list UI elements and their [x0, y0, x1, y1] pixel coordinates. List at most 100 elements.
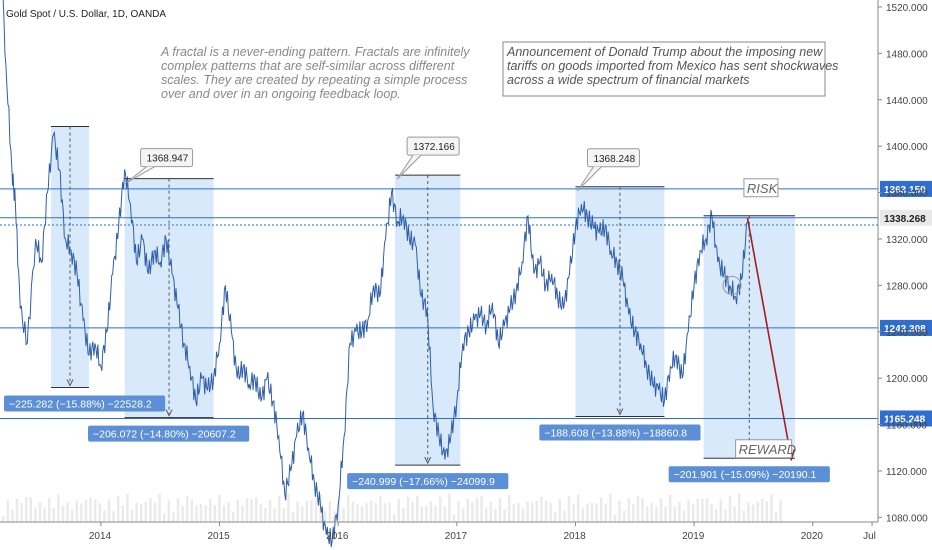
- range-label-text: −188.608 (−13.88%) −18860.8: [544, 427, 687, 439]
- volume-bar: [94, 499, 97, 522]
- level-price-tag: [880, 319, 932, 336]
- volume-bar: [2, 516, 5, 522]
- level-price-tag: [880, 180, 932, 197]
- price-callout-box: [406, 136, 460, 156]
- volume-bar: [457, 500, 460, 522]
- y-tick-label: 1200.000: [886, 374, 928, 385]
- volume-bar: [609, 493, 612, 522]
- volume-bar: [521, 508, 525, 522]
- volume-bar: [563, 510, 566, 522]
- volume-bar: [774, 512, 778, 522]
- volume-bar: [503, 509, 506, 522]
- volume-bar: [705, 498, 709, 522]
- volume-bar: [190, 499, 193, 522]
- volume-bar: [494, 508, 497, 522]
- volume-bar: [618, 500, 621, 522]
- volume-bar: [107, 499, 111, 522]
- fractal-note-line: complex patterns that are self-similar a…: [161, 59, 455, 73]
- volume-bar: [324, 510, 327, 522]
- volume-bar: [696, 498, 699, 522]
- level-price-tag-text: 1243.308: [884, 324, 926, 335]
- volume-bar: [429, 501, 433, 522]
- volume-bar: [544, 500, 548, 522]
- volume-bar: [475, 498, 479, 522]
- range-label-text: −201.901 (−15.09%) −20190.1: [674, 469, 817, 481]
- volume-bar: [393, 514, 396, 522]
- volume-bar: [512, 504, 515, 522]
- volume-bar: [34, 507, 37, 522]
- gold-price-line: [2, 0, 748, 548]
- volume-bar: [549, 502, 552, 522]
- volume-bar: [443, 506, 446, 522]
- tariff-note-box: [502, 41, 826, 97]
- price-callout-pointer: [577, 166, 602, 192]
- volume-bar: [678, 502, 681, 522]
- range-arrowhead: [616, 408, 624, 416]
- volume-bar: [71, 509, 74, 522]
- volume-bar: [43, 507, 46, 522]
- volume-bar: [655, 506, 658, 522]
- range-label-box: [539, 424, 701, 441]
- y-tick-label: 1360.000: [886, 189, 928, 200]
- y-tick-label: 1280.000: [886, 281, 928, 292]
- risk-label-box: [743, 178, 779, 198]
- highlight-circle: [722, 275, 742, 295]
- volume-bar: [554, 511, 557, 522]
- volume-bar: [121, 505, 124, 522]
- volume-bar: [747, 502, 750, 522]
- volume-bar: [301, 505, 304, 522]
- volume-bar: [682, 510, 686, 522]
- volume-bar: [365, 503, 368, 522]
- volume-bar: [738, 493, 741, 522]
- fractal-note-line: A fractal is a never-ending pattern. Fra…: [160, 45, 470, 59]
- y-tick-label: 1320.000: [886, 235, 928, 246]
- volume-bar: [103, 510, 106, 522]
- volume-bar: [673, 506, 676, 522]
- price-callout-text: 1368.248: [593, 154, 635, 165]
- volume-bar: [531, 502, 534, 522]
- volume-bar: [485, 508, 488, 522]
- x-tick-label: 2020: [801, 531, 824, 542]
- volume-bar: [462, 508, 465, 522]
- volume-bar: [687, 500, 690, 522]
- range-arrowhead: [66, 379, 74, 387]
- volume-bar: [75, 500, 78, 522]
- volume-bar: [126, 493, 129, 522]
- y-tick-label: 1240.000: [886, 328, 928, 339]
- volume-bar: [517, 502, 520, 522]
- volume-bar: [733, 506, 736, 522]
- volume-bar: [452, 514, 456, 522]
- volume-bar: [641, 498, 644, 522]
- x-tick-label: 2016: [326, 531, 349, 542]
- volume-bar: [742, 510, 745, 522]
- volume-bar: [664, 506, 667, 522]
- volume-bar: [195, 505, 198, 522]
- volume-bar: [540, 496, 543, 522]
- tariff-note-line: Announcement of Donald Trump about the i…: [506, 45, 823, 59]
- volume-bar: [388, 502, 391, 522]
- volume-bar: [29, 497, 32, 522]
- range-label-box: [347, 473, 509, 490]
- range-label-text: −206.072 (−14.80%) −20607.2: [93, 429, 236, 441]
- volume-bar: [779, 500, 782, 522]
- volume-bar: [586, 503, 589, 522]
- volume-bar: [273, 508, 276, 522]
- volume-bar: [305, 500, 308, 522]
- y-tick-label: 1440.000: [886, 96, 928, 107]
- volume-bar: [701, 498, 704, 522]
- volume-bar: [61, 505, 65, 522]
- volume-bar: [117, 496, 120, 522]
- volume-bar: [397, 499, 400, 522]
- volume-bar: [328, 500, 331, 522]
- volume-bar: [167, 500, 170, 522]
- volume-bar: [710, 503, 713, 522]
- volume-bar: [567, 496, 571, 522]
- volume-bar: [130, 509, 134, 522]
- range-arrowhead: [424, 456, 432, 465]
- volume-bar: [158, 493, 161, 522]
- volume-bar: [218, 494, 221, 522]
- range-label-text: −225.282 (−15.88%) −22528.2: [9, 398, 152, 410]
- x-tick-label: 2018: [563, 531, 586, 542]
- volume-bar: [310, 499, 313, 522]
